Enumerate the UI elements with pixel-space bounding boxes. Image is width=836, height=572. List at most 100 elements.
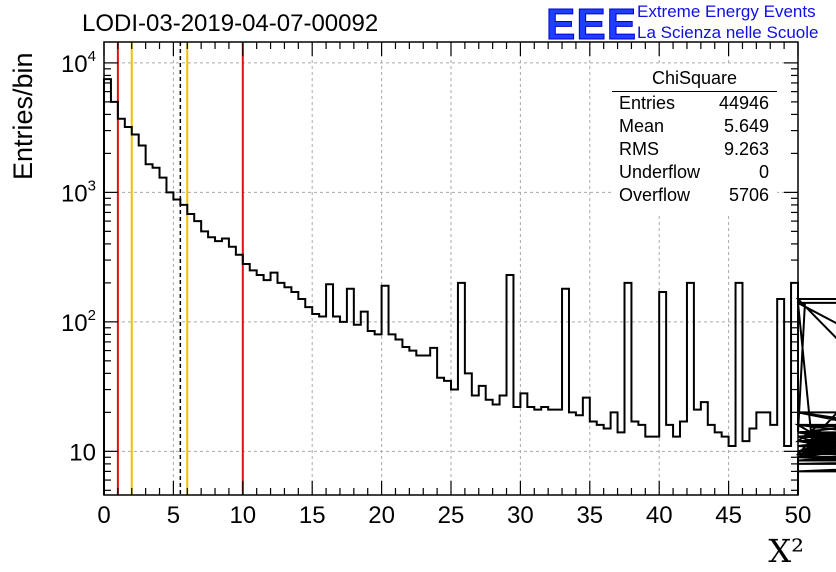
histogram-bin: [673, 437, 680, 495]
histogram-bin: [347, 289, 354, 495]
histogram-bin: [541, 407, 548, 495]
histogram-bin: [742, 441, 749, 495]
x-tick-label: 25: [438, 502, 465, 529]
histogram-bin: [729, 446, 736, 495]
histogram-bin: [680, 421, 687, 495]
histogram-bin: [604, 429, 611, 495]
histogram-bin: [694, 410, 701, 495]
histogram-bin: [208, 237, 215, 495]
histogram-bin: [548, 410, 555, 495]
histogram-bin: [437, 378, 444, 495]
histogram-bin: [618, 432, 625, 495]
stats-divider: [612, 91, 777, 92]
x-tick-label: 35: [576, 502, 603, 529]
y-tick-exponent: 3: [88, 177, 96, 194]
histogram-bin: [271, 273, 278, 495]
eee-logo-mark: EEE: [545, 0, 638, 50]
histogram-bin: [583, 398, 590, 495]
histogram-bin: [659, 292, 666, 495]
y-tick-label: 102: [61, 307, 96, 337]
histogram-bin: [389, 334, 396, 495]
histogram-bin: [395, 340, 402, 495]
stats-value: 0: [758, 162, 769, 182]
histogram-bin: [291, 292, 298, 495]
histogram-bin: [139, 146, 146, 495]
y-tick-base: 10: [61, 310, 88, 337]
histogram-bin: [250, 270, 257, 495]
histogram-bin: [187, 214, 194, 495]
logo-line-2: La Scienza nelle Scuole: [637, 23, 819, 42]
histogram-bin: [507, 275, 514, 495]
histogram-bin: [736, 283, 743, 495]
histogram-bin: [257, 275, 264, 495]
histogram-bin: [597, 425, 604, 495]
y-tick-exponent: 4: [88, 48, 96, 65]
histogram-bin: [631, 421, 638, 495]
histogram-bin: [784, 446, 791, 495]
histogram-bin: [749, 429, 756, 495]
stats-key: Underflow: [619, 162, 701, 182]
stats-value: 9.263: [723, 139, 769, 159]
stats-box: ChiSquare Entries 44946 Mean 5.649 RMS 9…: [612, 64, 777, 214]
histogram-bin: [153, 168, 160, 495]
plot-title: LODI-03-2019-04-07-00092: [82, 10, 379, 37]
stats-value: 5706: [728, 185, 769, 205]
y-tick-exponent: 2: [88, 307, 96, 324]
histogram-bin: [486, 400, 493, 495]
x-tick-label: 45: [715, 502, 742, 529]
histogram-bin: [312, 314, 319, 495]
histogram-bin: [215, 241, 222, 495]
histogram-bin: [409, 351, 416, 495]
histogram-bin: [194, 221, 201, 495]
histogram-bin: [430, 348, 437, 495]
histogram-bin: [576, 415, 583, 495]
histogram-bin: [472, 395, 479, 495]
histogram-bin: [319, 316, 326, 495]
x-axis-label: X²: [768, 532, 804, 570]
histogram-bin: [236, 255, 243, 495]
histogram-bin: [243, 264, 250, 495]
histogram-bin: [493, 404, 500, 495]
histogram-bin: [264, 280, 271, 495]
histogram-bin: [562, 289, 569, 495]
stats-value: 44946: [718, 93, 769, 113]
histogram-bin: [326, 284, 333, 495]
histogram-bin: [534, 410, 541, 495]
histogram-bin: [555, 410, 562, 495]
histogram-bin: [125, 127, 132, 495]
histogram-bin: [451, 390, 458, 495]
histogram-bin: [458, 283, 465, 495]
histogram-bin: [180, 205, 187, 495]
histogram-bin: [402, 347, 409, 495]
x-tick-label: 40: [646, 502, 673, 529]
histogram-bin: [416, 355, 423, 495]
histogram-bin: [625, 283, 632, 495]
histogram-bin: [500, 395, 507, 495]
x-tick-label: 15: [299, 502, 326, 529]
histogram-bin: [611, 412, 618, 495]
histogram-bin: [652, 437, 659, 495]
histogram-bin: [527, 407, 534, 495]
x-tick-label: 5: [167, 502, 180, 529]
histogram-bin: [777, 299, 784, 495]
histogram-bin: [444, 381, 451, 495]
x-tick-label: 20: [368, 502, 395, 529]
histogram-bin: [465, 373, 472, 495]
stats-value: 5.649: [723, 116, 769, 136]
histogram-bin: [146, 164, 153, 495]
y-tick-label: 104: [61, 48, 96, 78]
histogram-bin: [375, 334, 382, 495]
histogram-bin: [298, 299, 305, 495]
histogram-step-line: [103, 78, 836, 495]
stats-key: Mean: [619, 116, 665, 136]
histogram-bin: [756, 412, 763, 495]
histogram-bin: [160, 178, 167, 495]
histogram-bin: [222, 239, 229, 495]
histogram-bin: [361, 312, 368, 495]
stats-title: ChiSquare: [651, 68, 738, 88]
y-tick-base: 10: [61, 180, 88, 207]
histogram-bin: [368, 331, 375, 495]
histogram-bin: [590, 421, 597, 495]
stats-key: Overflow: [619, 185, 691, 205]
